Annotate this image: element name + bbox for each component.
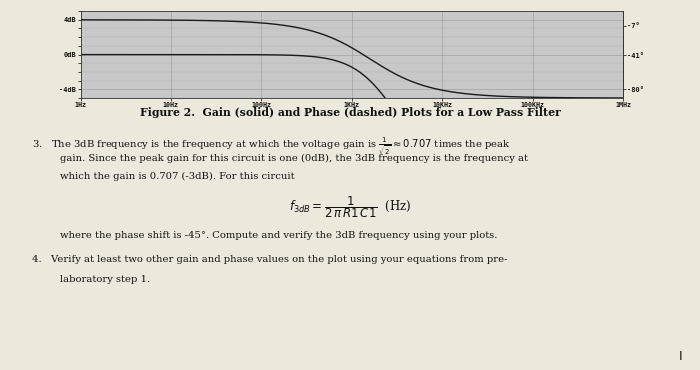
Text: I: I: [679, 350, 682, 363]
Text: 3.   The 3dB frequency is the frequency at which the voltage gain is $\frac{1}{\: 3. The 3dB frequency is the frequency at…: [32, 135, 510, 157]
Text: 4.   Verify at least two other gain and phase values on the plot using your equa: 4. Verify at least two other gain and ph…: [32, 255, 507, 264]
Text: where the phase shift is -45°. Compute and verify the 3dB frequency using your p: where the phase shift is -45°. Compute a…: [60, 231, 497, 240]
Text: which the gain is 0.707 (-3dB). For this circuit: which the gain is 0.707 (-3dB). For this…: [60, 172, 294, 181]
Text: $f_{3dB} = \dfrac{1}{2\,\pi\,R1\,C1}$  (Hz): $f_{3dB} = \dfrac{1}{2\,\pi\,R1\,C1}$ (H…: [289, 194, 411, 220]
Text: gain. Since the peak gain for this circuit is one (0dB), the 3dB frequency is th: gain. Since the peak gain for this circu…: [60, 154, 528, 164]
Text: laboratory step 1.: laboratory step 1.: [60, 275, 150, 283]
Text: Figure 2.  Gain (solid) and Phase (dashed) Plots for a Low Pass Filter: Figure 2. Gain (solid) and Phase (dashed…: [139, 107, 561, 118]
